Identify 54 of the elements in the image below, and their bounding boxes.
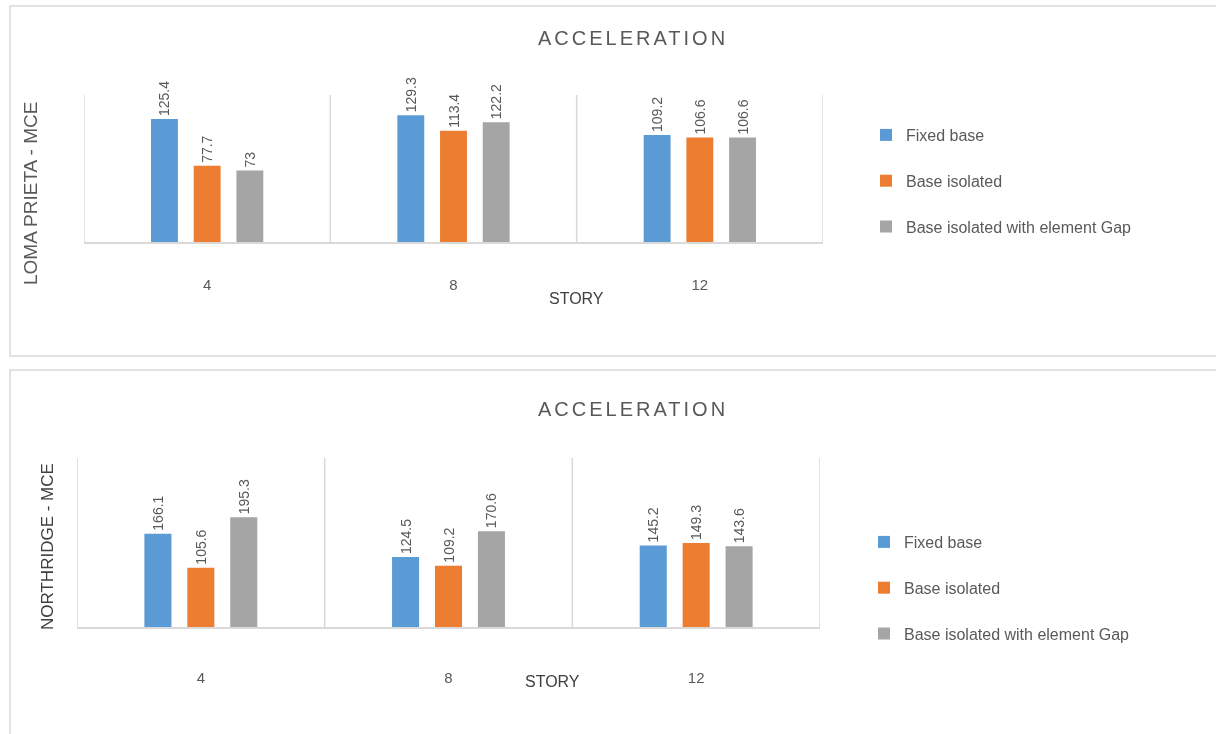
legend-label: Fixed base [904, 534, 983, 552]
bar [230, 517, 258, 627]
y-axis-title: LOMA PRIETA - MCE [20, 101, 41, 285]
bar [729, 137, 756, 242]
bar [682, 543, 710, 627]
legend-label: Fixed base [906, 127, 985, 145]
chart-title: ACCELERATION [538, 27, 729, 49]
x-tick-label: 4 [196, 668, 205, 686]
data-label: 145.2 [645, 507, 662, 543]
x-tick-label: 8 [444, 668, 453, 686]
y-axis-title: NORTHRIDGE - MCE [38, 463, 57, 630]
legend-label: Base isolated [904, 579, 1001, 597]
bar [477, 531, 505, 627]
bar [643, 134, 671, 242]
bar [725, 546, 753, 627]
data-label: 109.2 [649, 96, 666, 132]
bar [434, 565, 463, 627]
bar [482, 122, 510, 242]
data-label: 73 [241, 151, 258, 168]
bar [187, 567, 215, 627]
bar [397, 115, 425, 242]
bar [236, 170, 264, 242]
data-label: 106.6 [734, 99, 751, 135]
legend-label: Base isolated with element Gap [906, 218, 1132, 236]
data-label: 170.6 [483, 492, 500, 529]
x-axis-title: STORY [525, 673, 580, 690]
data-label: 125.4 [156, 80, 173, 117]
data-label: 149.3 [688, 504, 705, 541]
x-tick-label: 12 [691, 275, 709, 293]
bar [392, 557, 420, 627]
data-label: 106.6 [691, 99, 708, 135]
x-tick-label: 8 [449, 275, 458, 293]
data-label: 122.2 [488, 83, 505, 120]
bar [639, 545, 667, 627]
legend-label: Base isolated with element Gap [904, 625, 1130, 643]
bar [144, 533, 172, 627]
data-label: 105.6 [192, 529, 209, 565]
data-label: 129.3 [402, 77, 419, 113]
bar [686, 137, 714, 242]
data-label: 166.1 [149, 495, 166, 531]
data-label: 109.2 [440, 527, 457, 563]
bar [151, 119, 178, 242]
chart-title: ACCELERATION [538, 398, 729, 420]
bar [193, 165, 221, 242]
x-axis-title: STORY [549, 290, 604, 307]
data-label: 143.6 [731, 508, 748, 544]
data-label: 113.4 [445, 93, 462, 128]
legend-label: Base isolated [906, 172, 1003, 190]
data-label: 124.5 [397, 518, 414, 555]
data-label: 195.3 [235, 479, 252, 515]
x-tick-label: 12 [687, 668, 705, 686]
data-label: 77.7 [199, 135, 216, 163]
bar [440, 130, 467, 242]
x-tick-label: 4 [203, 275, 212, 293]
